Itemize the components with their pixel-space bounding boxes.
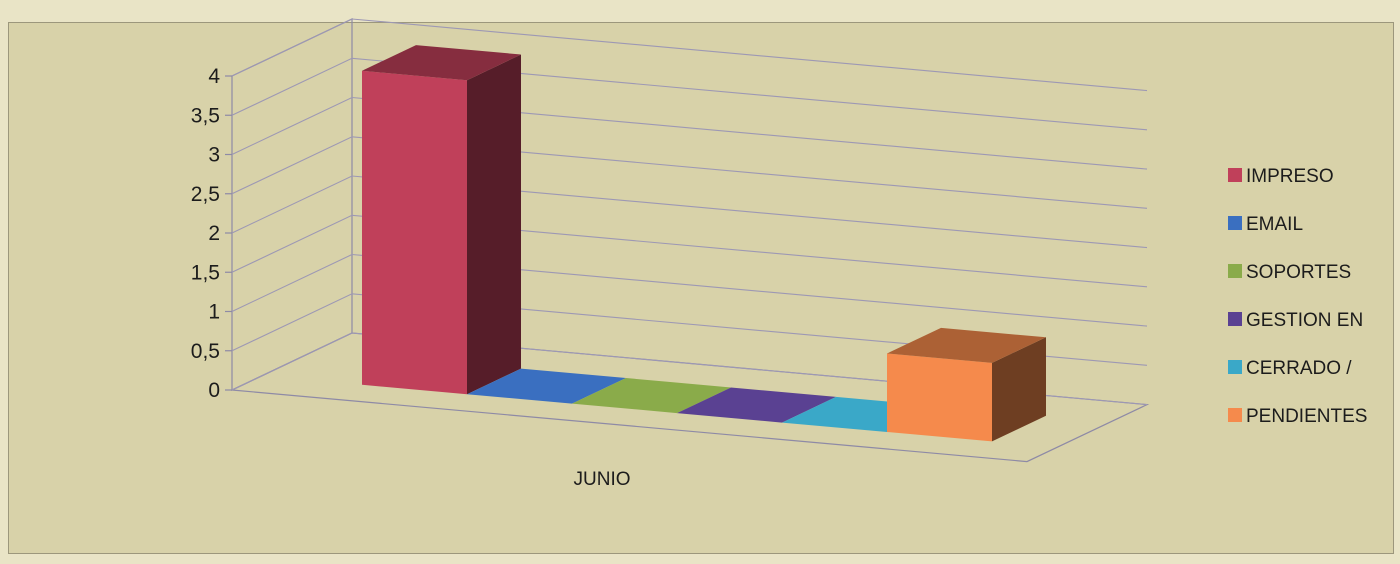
bar-top-face <box>362 45 521 81</box>
legend-label: GESTION EN <box>1246 310 1363 331</box>
bar-pendientes <box>887 327 1046 442</box>
bar-front-face <box>362 70 467 395</box>
legend-swatch <box>1228 312 1242 326</box>
y-tick-label: 1 <box>208 301 220 324</box>
y-tick-label: 2 <box>208 222 220 245</box>
y-tick-label: 3,5 <box>191 104 220 127</box>
legend-swatch <box>1228 168 1242 182</box>
bar-impreso <box>362 45 521 395</box>
legend-item: CERRADO / <box>1228 358 1352 379</box>
legend-item: EMAIL <box>1228 214 1303 235</box>
gridline <box>231 332 1148 406</box>
legend-swatch <box>1228 264 1242 278</box>
y-axis-ticks: 0 0,5 1 1,5 2 2,5 3 3,5 4 <box>191 65 232 402</box>
gridlines <box>231 18 1148 406</box>
bar-front-face <box>887 353 992 442</box>
bar-gestion-en <box>677 387 836 423</box>
legend-item: GESTION EN <box>1228 310 1363 331</box>
bar-soportes <box>572 378 731 414</box>
legend-item: SOPORTES <box>1228 262 1351 283</box>
y-tick-label: 1,5 <box>191 261 220 284</box>
legend-label: PENDIENTES <box>1246 406 1367 427</box>
legend: IMPRESO EMAIL SOPORTES GESTION EN CERRADO / P… <box>1228 166 1367 427</box>
legend-label: IMPRESO <box>1246 166 1334 187</box>
legend-swatch <box>1228 216 1242 230</box>
bar-email <box>467 368 626 404</box>
y-tick-label: 0 <box>208 379 220 402</box>
gridline <box>231 293 1148 366</box>
bar-side-face <box>992 337 1046 442</box>
legend-label: SOPORTES <box>1246 262 1351 283</box>
legend-label: CERRADO / <box>1246 358 1352 379</box>
bar-side-face <box>467 54 521 395</box>
bars <box>362 45 1046 442</box>
gridline <box>231 96 1148 170</box>
gridline <box>231 57 1148 131</box>
legend-swatch <box>1228 408 1242 422</box>
bar-top-face <box>887 327 1046 363</box>
legend-swatch <box>1228 360 1242 374</box>
gridline <box>231 136 1148 209</box>
y-tick-label: 4 <box>208 65 220 88</box>
gridline <box>231 175 1148 249</box>
y-tick-label: 2,5 <box>191 183 220 206</box>
x-category-label: JUNIO <box>574 469 631 490</box>
bar-zero-face <box>677 387 836 423</box>
gridline <box>231 253 1148 327</box>
legend-item: PENDIENTES <box>1228 406 1367 427</box>
gridline <box>231 18 1148 92</box>
bar-zero-face <box>572 378 731 414</box>
chart-frame <box>8 22 1394 554</box>
x-axis-categories: JUNIO <box>574 469 631 490</box>
legend-item: IMPRESO <box>1228 166 1334 187</box>
gridline <box>231 214 1148 288</box>
bar-zero-face <box>467 368 626 404</box>
legend-label: EMAIL <box>1246 214 1303 235</box>
y-tick-label: 0,5 <box>191 340 220 363</box>
y-tick-label: 3 <box>208 144 220 167</box>
